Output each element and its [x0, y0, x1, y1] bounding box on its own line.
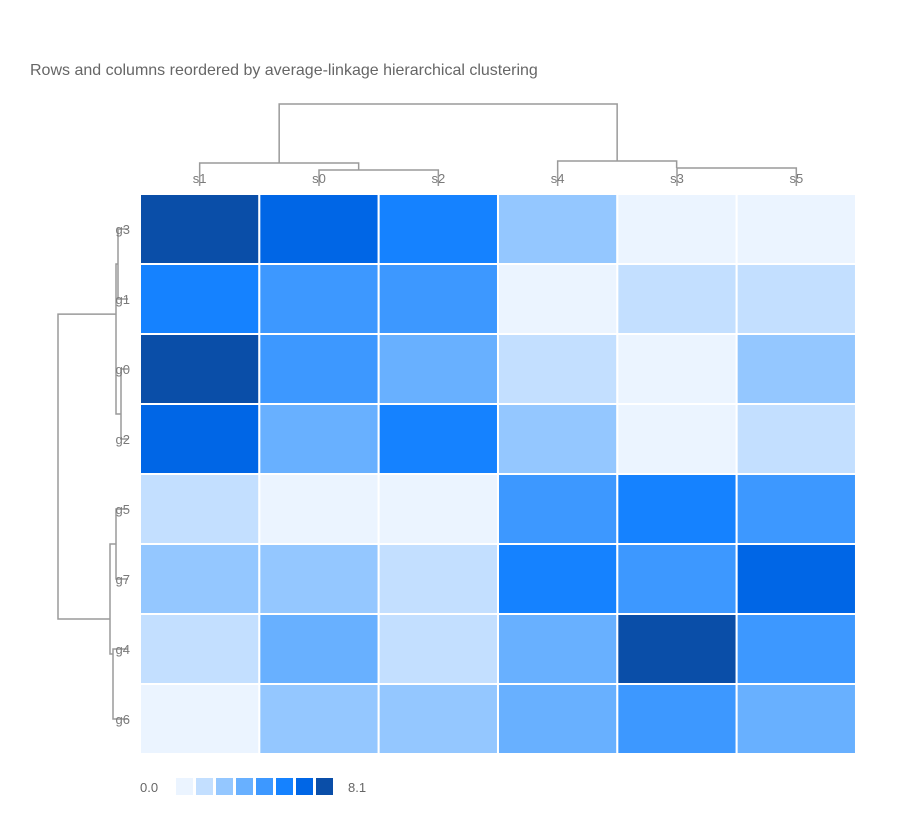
heatmap-cell: [496, 613, 619, 685]
legend-swatch: [316, 778, 333, 795]
dendrogram-link: [556, 160, 678, 186]
heatmap-cell: [377, 683, 499, 755]
column-label: s0: [312, 171, 326, 186]
heatmap-cell: [735, 403, 857, 475]
heatmap-cell: [496, 263, 619, 335]
dendrogram-link: [318, 169, 440, 186]
heatmap-cell: [496, 403, 619, 475]
heatmap-cell: [735, 683, 857, 755]
row-dendrogram: [57, 228, 128, 720]
heatmap-cell: [496, 473, 619, 545]
heatmap-cell: [735, 333, 857, 405]
heatmap-cell: [735, 543, 857, 615]
legend-swatch: [176, 778, 193, 795]
heatmap-cell: [735, 193, 857, 265]
heatmap-cell: [735, 263, 857, 335]
heatmap-cell: [258, 263, 380, 335]
legend-min-label: 0.0: [140, 780, 158, 795]
column-label: s2: [431, 171, 445, 186]
heatmap-cell: [139, 543, 261, 615]
heatmap-cell: [377, 473, 499, 545]
heatmap-cell: [258, 333, 380, 405]
dendrogram-link: [676, 167, 798, 186]
heatmap-cell: [139, 613, 261, 685]
heatmap-cells: [139, 193, 857, 755]
heatmap-cell: [616, 333, 738, 405]
column-label: s1: [193, 171, 207, 186]
heatmap-cell: [377, 543, 499, 615]
legend-swatch: [256, 778, 273, 795]
column-label: s5: [789, 171, 803, 186]
row-label: g2: [116, 432, 130, 447]
heatmap-cell: [735, 473, 857, 545]
color-legend: 0.0 8.1: [140, 778, 366, 795]
heatmap-cell: [258, 403, 380, 475]
heatmap-cell: [139, 193, 261, 265]
legend-swatch: [216, 778, 233, 795]
heatmap-cell: [616, 193, 738, 265]
heatmap-cell: [616, 263, 738, 335]
row-labels: g3 g1 g0 g2 g5 g7 g4 g6: [116, 222, 130, 727]
heatmap-cell: [496, 193, 619, 265]
heatmap-cell: [258, 613, 380, 685]
heatmap-cell: [258, 683, 380, 755]
dendrogram-link: [198, 162, 360, 186]
legend-swatches: [176, 778, 333, 795]
dendrogram-link: [112, 648, 128, 720]
row-label: g6: [116, 712, 130, 727]
dendrogram-link: [278, 103, 618, 163]
heatmap-cell: [616, 403, 738, 475]
heatmap-cell: [139, 403, 261, 475]
heatmap-cell: [616, 613, 738, 685]
column-dendrogram: [198, 103, 798, 186]
column-labels: s1 s0 s2 s4 s3 s5: [193, 171, 803, 186]
heatmap-cell: [377, 403, 499, 475]
heatmap-cell: [258, 473, 380, 545]
row-label: g5: [116, 502, 130, 517]
heatmap-cell: [139, 263, 261, 335]
column-label: s4: [551, 171, 565, 186]
heatmap-cell: [377, 613, 499, 685]
dendrogram-link: [115, 263, 121, 415]
row-label: g7: [116, 572, 130, 587]
dendrogram-link: [57, 313, 116, 620]
row-label: g3: [116, 222, 130, 237]
legend-swatch: [236, 778, 253, 795]
heatmap-cell: [139, 473, 261, 545]
heatmap-cell: [139, 333, 261, 405]
heatmap-cell: [496, 543, 619, 615]
dendrogram-link: [120, 368, 128, 440]
legend-swatch: [276, 778, 293, 795]
row-label: g1: [116, 292, 130, 307]
heatmap-cell: [258, 193, 380, 265]
dendrogram-link: [115, 508, 128, 580]
dendrogram-link: [117, 228, 128, 300]
chart-title: Rows and columns reordered by average-li…: [30, 62, 538, 79]
heatmap-cell: [377, 263, 499, 335]
row-label: g4: [116, 642, 130, 657]
heatmap-cell: [377, 333, 499, 405]
heatmap-cell: [258, 543, 380, 615]
heatmap-cell: [139, 683, 261, 755]
column-label: s3: [670, 171, 684, 186]
legend-max-label: 8.1: [348, 780, 366, 795]
heatmap-cell: [616, 683, 738, 755]
row-label: g0: [116, 362, 130, 377]
heatmap-cell: [496, 683, 619, 755]
legend-swatch: [196, 778, 213, 795]
heatmap-cell: [496, 333, 619, 405]
heatmap-cell: [735, 613, 857, 685]
dendrogram-link: [109, 543, 116, 655]
heatmap-cell: [616, 473, 738, 545]
legend-swatch: [296, 778, 313, 795]
heatmap-cell: [377, 193, 499, 265]
heatmap-cell: [616, 543, 738, 615]
